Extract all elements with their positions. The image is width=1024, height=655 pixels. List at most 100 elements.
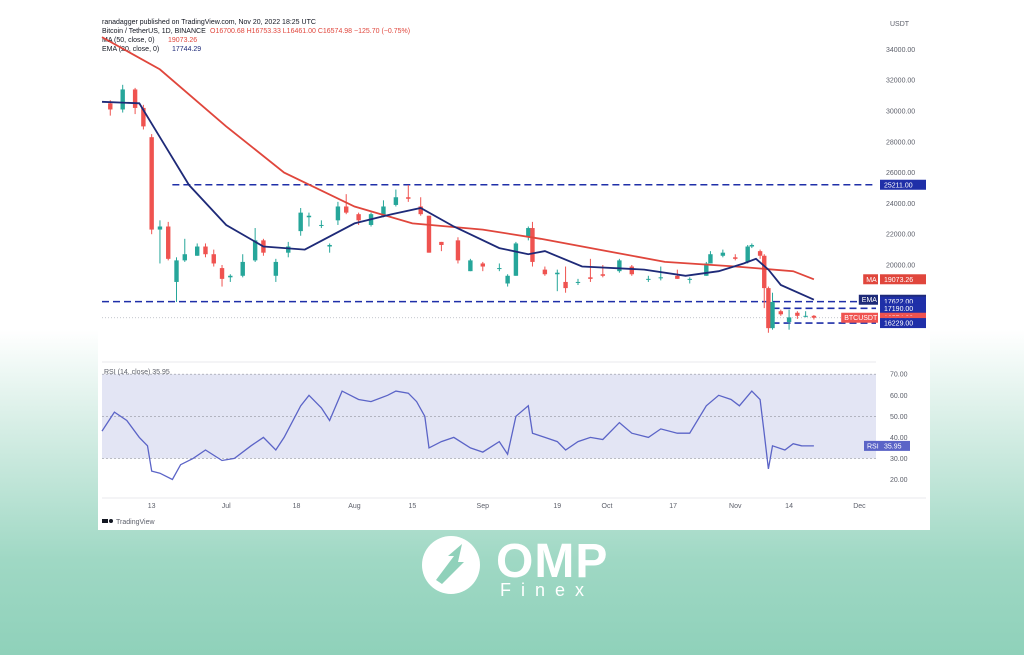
candle-body <box>555 272 560 275</box>
candle-body <box>811 315 817 318</box>
candle-body <box>687 278 692 280</box>
level-badge-25211-text: 25211.00 <box>884 182 913 189</box>
candle-body <box>219 268 225 279</box>
candle-body <box>108 103 113 110</box>
price-badge-tag <box>841 312 878 323</box>
rsi-pane: RSI (14, close) 35.95 <box>101 361 876 481</box>
price-tick-label: 28000.00 <box>886 139 915 146</box>
ohlc-text: O16700.68 H16753.33 L16461.00 C16574.98 … <box>210 28 410 35</box>
symbol-title: Bitcoin / TetherUS, 1D, BINANCE <box>102 28 206 35</box>
ema-badge-tag-text: EMA <box>862 297 878 304</box>
rsi-line <box>101 390 814 481</box>
candle-body <box>629 266 634 275</box>
candle-body <box>319 224 324 226</box>
candle-body <box>120 89 125 110</box>
time-tick-label: Aug <box>348 503 361 510</box>
candle-body <box>182 254 187 261</box>
price-tick-label: 24000.00 <box>886 201 915 208</box>
ema-badge-tag <box>858 294 878 305</box>
candle-body <box>542 269 548 275</box>
rsi-badge-tag <box>864 440 880 451</box>
candle-body <box>149 137 154 230</box>
price-tick-label: 32000.00 <box>886 78 915 85</box>
candle-body <box>211 254 216 264</box>
candle-body <box>240 261 245 276</box>
candle-body <box>762 255 767 289</box>
candle-body <box>468 260 473 272</box>
tv-logo-icon <box>102 519 108 523</box>
candle-body <box>418 206 423 215</box>
candle-body <box>658 277 663 279</box>
candle-body <box>327 244 332 247</box>
candle-body <box>600 274 606 276</box>
currency-label: USDT <box>890 21 910 28</box>
candle-body <box>786 317 792 322</box>
ema-legend-label: EMA (20, close, 0) <box>102 46 159 53</box>
rsi-tick-label: 20.00 <box>890 477 908 484</box>
time-tick-label: Jul <box>222 503 231 510</box>
candle-body <box>563 281 568 289</box>
tv-logo-dot <box>109 519 113 523</box>
rsi-badge-tag-text: RSI <box>867 443 879 450</box>
candle-body <box>252 240 258 261</box>
candle-body <box>646 278 651 280</box>
candle-body <box>141 107 146 127</box>
chart-card: ranadagger published on TradingView.com,… <box>98 14 930 530</box>
candle-body <box>273 261 279 276</box>
candle-body <box>203 246 208 255</box>
price-tick-label: 22000.00 <box>886 232 915 239</box>
candle-body <box>745 246 750 262</box>
candle-body <box>617 260 622 272</box>
candle-body <box>439 241 444 245</box>
publisher-text: ranadagger published on TradingView.com,… <box>102 19 316 26</box>
price-tick-label: 26000.00 <box>886 170 915 177</box>
candle-body <box>298 212 303 232</box>
rsi-badge-text: 35.95 <box>884 443 902 450</box>
ma-legend-value: 19073.26 <box>168 37 197 44</box>
candle-body <box>356 214 361 221</box>
level-badge-17190-text: 17190.00 <box>884 306 913 313</box>
candle-body <box>335 206 341 221</box>
axes: 34000.00 32000.00 30000.00 28000.00 26000.00… <box>102 47 926 510</box>
level-badge-16229 <box>880 318 926 329</box>
candle-body <box>757 251 763 256</box>
rsi-tick-label: 30.00 <box>890 456 908 463</box>
tradingview-chart: ranadagger published on TradingView.com,… <box>101 19 926 526</box>
candle-body <box>406 197 411 199</box>
time-tick-label: 14 <box>785 503 793 510</box>
ma-badge-tag <box>863 274 878 285</box>
ma-badge <box>880 274 926 285</box>
candle-body <box>770 301 775 329</box>
candle-body <box>795 312 800 316</box>
candle-body <box>588 277 593 279</box>
level-badge-17622 <box>880 296 926 307</box>
time-tick-label: Dec <box>853 503 866 510</box>
candle-body <box>228 275 233 278</box>
time-tick-label: 13 <box>148 503 156 510</box>
rsi-tick-label: 50.00 <box>890 414 908 421</box>
candle-body <box>766 288 771 329</box>
candle-body <box>704 263 709 276</box>
time-tick-label: Oct <box>602 503 613 510</box>
time-tick-label: 19 <box>553 503 561 510</box>
rsi-legend-label: RSI (14, close) 35.95 <box>104 369 170 376</box>
candle-body <box>675 275 680 279</box>
candle-body <box>166 226 171 259</box>
level-badge-16229-text: 16229.00 <box>884 321 913 328</box>
ma-badge-text: 19073.26 <box>884 277 913 284</box>
rsi-tick-label: 60.00 <box>890 393 908 400</box>
candle-body <box>132 89 138 108</box>
candle-body <box>749 244 755 247</box>
price-tick-label: 20000.00 <box>886 263 915 270</box>
price-tick-label: 34000.00 <box>886 47 915 54</box>
rsi-badge <box>880 440 910 451</box>
price-tick-label: 30000.00 <box>886 109 915 116</box>
candle-body <box>733 257 738 259</box>
time-tick-label: Nov <box>729 503 742 510</box>
tradingview-logo: TradingView <box>102 519 155 526</box>
rsi-tick-label: 40.00 <box>890 435 908 442</box>
level-badge-25211 <box>880 179 926 190</box>
candle-body <box>286 246 291 253</box>
ma-legend-label: MA (50, close, 0) <box>102 37 155 44</box>
candle-body <box>530 228 535 262</box>
